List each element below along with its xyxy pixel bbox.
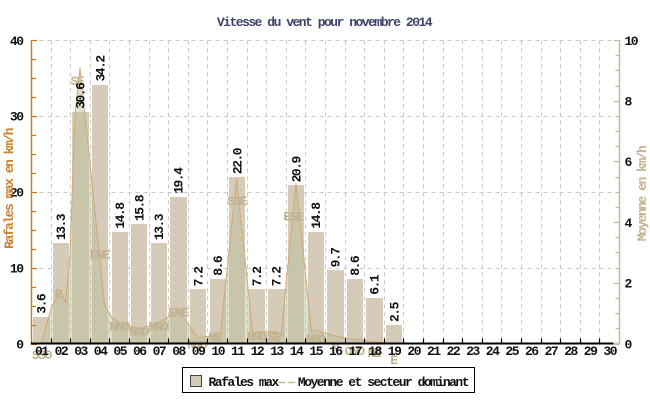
svg-text:20.9: 20.9 [289, 155, 304, 182]
svg-text:15.8: 15.8 [133, 194, 148, 221]
svg-text:24: 24 [486, 344, 500, 359]
svg-text:34.2: 34.2 [93, 55, 108, 82]
svg-text:NNO: NNO [149, 319, 170, 334]
svg-text:18: 18 [368, 344, 382, 359]
svg-text:29: 29 [584, 344, 598, 359]
svg-text:15: 15 [309, 344, 323, 359]
svg-text:3.6: 3.6 [35, 293, 50, 314]
svg-text:N: N [331, 341, 338, 356]
svg-text:08: 08 [172, 344, 186, 359]
svg-text:Rafales max en km/h: Rafales max en km/h [2, 127, 17, 248]
svg-text:22.0: 22.0 [231, 147, 246, 174]
svg-text:0: 0 [16, 337, 24, 352]
svg-text:01: 01 [35, 344, 49, 359]
svg-text:SE: SE [267, 330, 281, 345]
svg-text:25: 25 [505, 344, 519, 359]
svg-text:7.2: 7.2 [250, 266, 265, 287]
svg-text:Vitesse du vent pour novembre: Vitesse du vent pour novembre 2014 [217, 15, 433, 30]
svg-text:7.2: 7.2 [270, 266, 285, 287]
svg-text:ESE: ESE [283, 209, 304, 224]
svg-text:Moyenne et secteur dominant: Moyenne et secteur dominant [298, 375, 469, 390]
svg-text:E: E [390, 353, 398, 368]
svg-text:NNO: NNO [110, 319, 131, 334]
svg-text:8: 8 [625, 95, 633, 110]
svg-text:04: 04 [94, 344, 108, 359]
svg-text:14: 14 [290, 344, 304, 359]
svg-text:05: 05 [113, 344, 127, 359]
svg-text:23: 23 [466, 344, 480, 359]
svg-text:03: 03 [74, 344, 88, 359]
svg-text:Moyenne en km/h: Moyenne en km/h [635, 145, 650, 241]
svg-text:22: 22 [447, 344, 461, 359]
svg-text:NE: NE [367, 346, 381, 361]
svg-text:13: 13 [270, 344, 284, 359]
svg-text:27: 27 [545, 344, 558, 359]
svg-text:20: 20 [10, 186, 24, 201]
svg-text:7.2: 7.2 [191, 266, 206, 287]
svg-text:19.4: 19.4 [172, 167, 187, 194]
svg-text:14.8: 14.8 [309, 202, 324, 229]
svg-text:E: E [54, 287, 62, 302]
svg-text:19: 19 [388, 344, 402, 359]
svg-text:ENE: ENE [90, 247, 111, 262]
svg-text:ENE: ENE [168, 305, 189, 320]
svg-text:10: 10 [211, 344, 225, 359]
svg-text:SE: SE [70, 74, 84, 89]
svg-text:6: 6 [625, 155, 633, 170]
svg-text:10: 10 [625, 34, 639, 49]
svg-text:SSE: SSE [227, 194, 248, 209]
svg-text:09: 09 [192, 344, 206, 359]
svg-text:NNO: NNO [187, 337, 208, 352]
svg-text:Rafales max: Rafales max [209, 375, 280, 390]
svg-text:21: 21 [427, 344, 441, 359]
svg-text:30: 30 [10, 110, 24, 125]
svg-text:26: 26 [525, 344, 539, 359]
svg-text:2.5: 2.5 [387, 301, 402, 322]
svg-text:9.7: 9.7 [329, 248, 344, 268]
svg-text:8.6: 8.6 [211, 255, 226, 276]
svg-text:07: 07 [153, 344, 166, 359]
svg-text:13.3: 13.3 [54, 213, 69, 240]
svg-text:10: 10 [10, 261, 24, 276]
svg-text:28: 28 [564, 344, 578, 359]
svg-text:SSO: SSO [32, 348, 53, 363]
svg-text:30.6: 30.6 [74, 82, 89, 109]
svg-text:NNO: NNO [247, 329, 268, 344]
svg-text:13.3: 13.3 [152, 213, 167, 240]
svg-text:14.8: 14.8 [113, 202, 128, 229]
svg-text:0: 0 [625, 337, 633, 352]
svg-text:4: 4 [625, 216, 633, 231]
svg-text:6.1: 6.1 [368, 274, 383, 295]
svg-text:02: 02 [55, 344, 69, 359]
svg-text:06: 06 [133, 344, 147, 359]
svg-text:30: 30 [603, 344, 617, 359]
svg-text:40: 40 [10, 34, 24, 49]
svg-text:ONO: ONO [345, 344, 366, 359]
svg-text:NE: NE [208, 330, 222, 345]
svg-text:2: 2 [625, 277, 633, 292]
svg-text:11: 11 [231, 344, 245, 359]
svg-text:12: 12 [251, 344, 265, 359]
svg-text:17: 17 [349, 344, 362, 359]
svg-text:NNO: NNO [129, 324, 150, 339]
svg-text:8.6: 8.6 [348, 255, 363, 276]
svg-text:16: 16 [329, 344, 343, 359]
svg-text:20: 20 [407, 344, 421, 359]
